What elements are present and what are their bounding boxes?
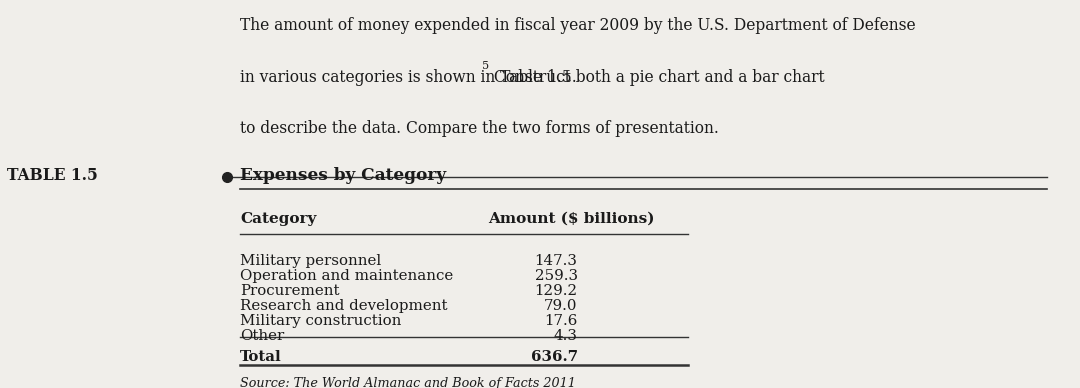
Text: Construct both a pie chart and a bar chart: Construct both a pie chart and a bar cha… (488, 69, 824, 86)
Text: 259.3: 259.3 (535, 269, 578, 283)
Text: 147.3: 147.3 (535, 254, 578, 268)
Text: 17.6: 17.6 (544, 314, 578, 328)
Text: Total: Total (240, 350, 282, 364)
Text: Expenses by Category: Expenses by Category (240, 167, 446, 184)
Text: Military personnel: Military personnel (240, 254, 381, 268)
Text: 4.3: 4.3 (554, 329, 578, 343)
Text: 129.2: 129.2 (535, 284, 578, 298)
Text: Source: The World Almanac and Book of Facts 2011: Source: The World Almanac and Book of Fa… (240, 378, 576, 388)
Text: The amount of money expended in fiscal year 2009 by the U.S. Department of Defen: The amount of money expended in fiscal y… (240, 17, 916, 35)
Text: Military construction: Military construction (240, 314, 402, 328)
Text: 79.0: 79.0 (544, 299, 578, 313)
Text: 5: 5 (482, 61, 489, 71)
Text: Procurement: Procurement (240, 284, 340, 298)
Text: Category: Category (240, 212, 316, 226)
Text: TABLE 1.5: TABLE 1.5 (6, 167, 97, 184)
Text: Amount ($ billions): Amount ($ billions) (488, 212, 656, 226)
Text: 636.7: 636.7 (530, 350, 578, 364)
Text: Operation and maintenance: Operation and maintenance (240, 269, 454, 283)
Text: in various categories is shown in Table 1.5.: in various categories is shown in Table … (240, 69, 577, 86)
Text: to describe the data. Compare the two forms of presentation.: to describe the data. Compare the two fo… (240, 120, 719, 137)
Text: Other: Other (240, 329, 284, 343)
Text: Research and development: Research and development (240, 299, 448, 313)
